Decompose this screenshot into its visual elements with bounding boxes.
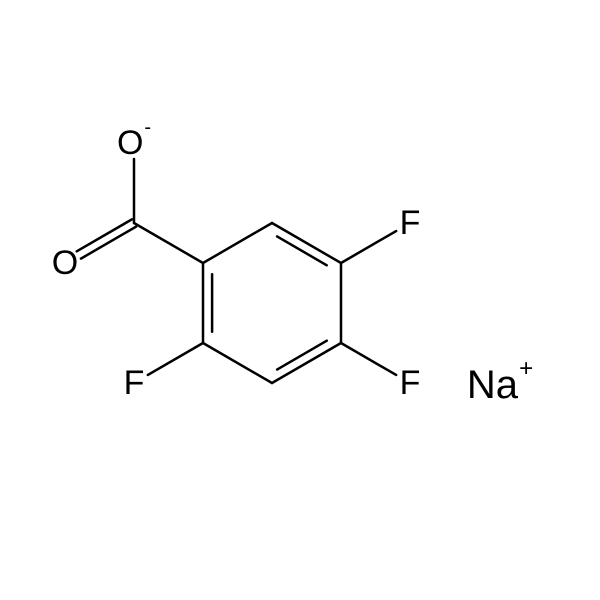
atom-O2: O xyxy=(52,244,78,282)
atom-F4: F xyxy=(400,364,421,402)
atom-F5: F xyxy=(400,204,421,242)
atom-F2: F xyxy=(124,364,145,402)
atom-O1: O- xyxy=(117,117,151,162)
molecule-diagram: O- O F F F Na+ xyxy=(0,0,600,600)
counterion-na: Na+ xyxy=(467,355,533,407)
atom-labels: O- O F F F Na+ xyxy=(52,117,533,407)
bonds xyxy=(77,159,396,383)
